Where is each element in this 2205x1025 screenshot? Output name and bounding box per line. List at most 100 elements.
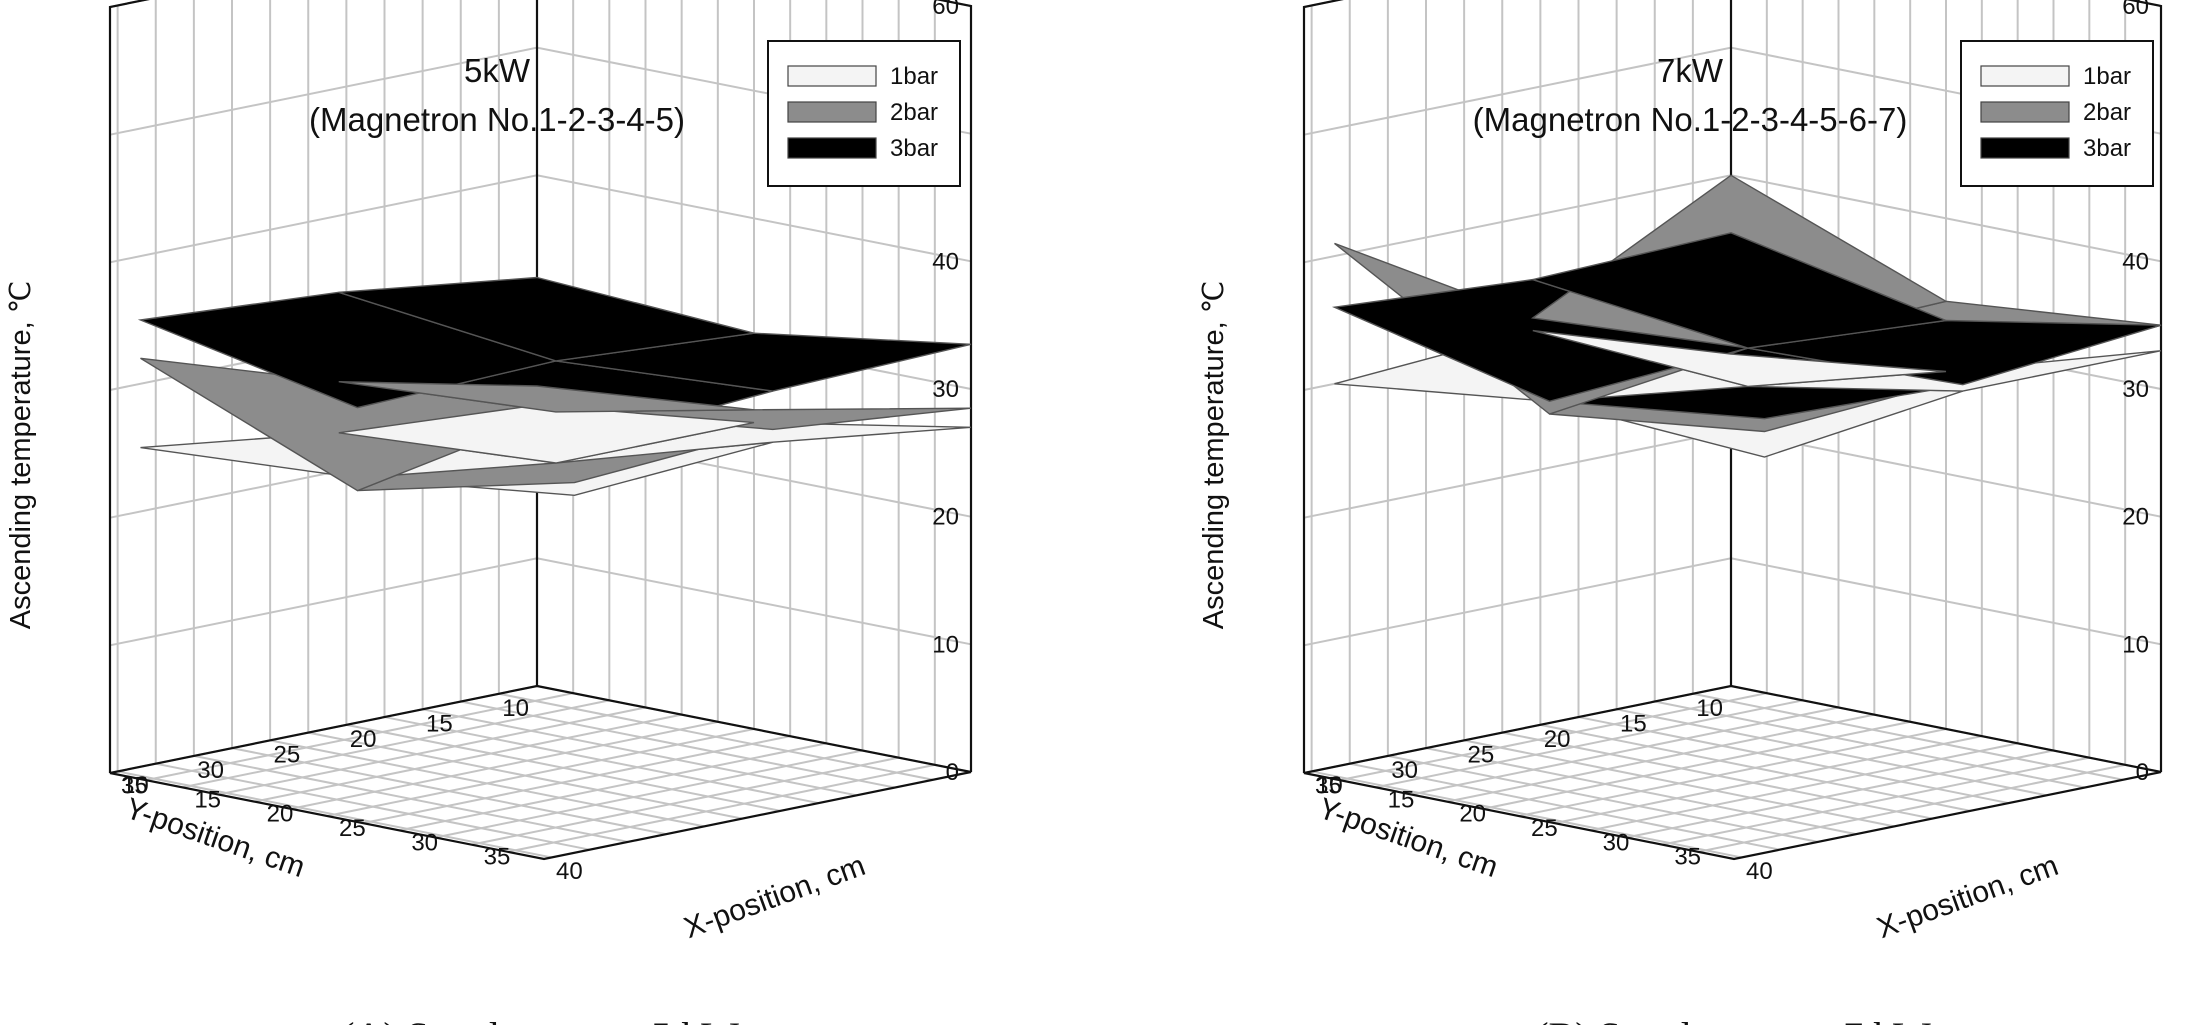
x-tick-label: 35 (484, 844, 511, 871)
x-tick-label: 15 (1388, 786, 1415, 813)
x-floor-gridline (290, 720, 719, 810)
x-axis-label: X-position, cm (1873, 849, 2063, 945)
x-tick-label: 20 (1459, 801, 1486, 828)
y-floor-gridline (1502, 731, 1933, 820)
legend-swatch-3bar (787, 137, 877, 159)
x-floor-gridline (1662, 756, 2090, 846)
x-floor-gridline (218, 706, 646, 796)
x-axis-label: X-position, cm (680, 849, 870, 945)
y-tick-label: 30 (197, 757, 224, 784)
x-floor-gridline (1482, 720, 1911, 810)
z-gridline (109, 0, 972, 8)
legend-swatch-2bar (1980, 101, 2070, 123)
legend: 1bar 2bar 3bar (767, 40, 961, 187)
z-tick-label: 60 (2122, 0, 2149, 20)
legend-swatch-3bar (1980, 137, 2070, 159)
z-tick-label: 60 (932, 0, 959, 20)
z-axis-label: Ascending temperature, ℃ (1198, 281, 1230, 630)
floor-outline (109, 684, 972, 861)
x-floor-gridline (507, 763, 936, 853)
x-floor-gridline (1697, 763, 2126, 853)
z-tick-label: 20 (932, 504, 959, 531)
y-floor-gridline (1349, 762, 1780, 851)
z-gridline (109, 557, 972, 647)
figure-caption: (B) Supply power: 7 kW (1535, 1014, 1931, 1025)
x-floor-gridline (1411, 706, 1839, 796)
legend-label-2bar: 2bar (2083, 99, 2131, 126)
legend-swatch-2bar (787, 101, 877, 123)
x-tick-label: 40 (1746, 858, 1773, 885)
z-gridline (1303, 557, 2162, 647)
z-tick-label: 40 (932, 248, 959, 275)
x-floor-gridline (254, 713, 682, 803)
z-axis-label: Ascending temperature, ℃ (5, 281, 37, 630)
x-tick-label: 15 (194, 786, 221, 813)
x-floor-gridline (182, 699, 610, 789)
y-floor-gridline (498, 692, 934, 781)
z-tick-label: 30 (932, 376, 959, 403)
x-floor-gridline (435, 749, 863, 839)
y-floor-gridline (1578, 716, 2009, 805)
z-tick-label: 0 (946, 759, 959, 786)
z-tick-label: 20 (2122, 504, 2149, 531)
y-tick-label: 35 (1315, 773, 1342, 800)
z-tick-label: 30 (2122, 376, 2149, 403)
x-floor-gridline (1590, 742, 2018, 832)
y-floor-gridline (1654, 700, 2085, 789)
y-floor-gridline (1425, 747, 1857, 836)
y-tick-label: 10 (1696, 695, 1723, 722)
x-tick-label: 25 (1531, 815, 1558, 842)
y-tick-label: 25 (274, 742, 301, 769)
legend-swatch-1bar (787, 65, 877, 87)
x-floor-gridline (1554, 735, 1983, 825)
y-tick-label: 10 (502, 695, 529, 722)
chart-panel-7kw: 010203040506010152025303540101520253035A… (1198, 0, 2163, 1025)
x-floor-gridline (1375, 699, 1803, 789)
tick-labels: 010203040506010152025303540101520253035 (121, 0, 959, 885)
x-tick-label: 30 (1603, 829, 1630, 856)
x-tick-label: 40 (556, 858, 583, 885)
x-floor-gridline (326, 728, 755, 817)
y-floor-gridline (1387, 754, 1819, 843)
y-floor-gridline (422, 708, 857, 797)
y-tick-label: 25 (1468, 742, 1495, 769)
z-gridline (109, 174, 972, 264)
legend-label-1bar: 1bar (890, 63, 938, 90)
surface-marks (1331, 174, 2162, 458)
y-floor-gridline (193, 754, 629, 843)
x-tick-label: 25 (339, 815, 366, 842)
x-floor-gridline (399, 742, 827, 832)
x-tick-label: 20 (267, 801, 294, 828)
y-floor-gridline (346, 723, 781, 812)
z-tick-label: 0 (2136, 759, 2149, 786)
chart-title: 7kW (1657, 52, 1724, 89)
y-tick-label: 20 (1544, 726, 1571, 753)
x-floor-gridline (1447, 713, 1875, 803)
y-tick-label: 15 (1620, 711, 1647, 738)
legend-label-3bar: 3bar (890, 135, 938, 162)
y-floor-gridline (231, 747, 667, 836)
legend-label-3bar: 3bar (2083, 135, 2131, 162)
y-floor-gridline (384, 716, 819, 805)
surface-cell-1bar (338, 404, 755, 464)
surface-cell-1bar (1532, 329, 1947, 388)
x-tick-label: 35 (1674, 844, 1701, 871)
y-tick-label: 15 (426, 711, 453, 738)
y-floor-gridline (308, 731, 743, 820)
chart-subtitle: (Magnetron No.1-2-3-4-5-6-7) (1473, 101, 1908, 138)
legend-label-1bar: 1bar (2083, 63, 2131, 90)
surface-cell-3bar (1530, 232, 1949, 349)
x-floor-gridline (1518, 728, 1947, 817)
surface-cell-3bar (338, 276, 755, 362)
x-tick-label: 30 (411, 829, 438, 856)
surface-marks (137, 276, 972, 497)
y-floor-gridline (1616, 708, 2047, 797)
y-floor-gridline (460, 700, 895, 789)
legend-label-2bar: 2bar (890, 99, 938, 126)
x-floor-gridline (145, 692, 574, 782)
x-tick-label: 10 (122, 772, 149, 799)
wall-outline (1302, 0, 2163, 773)
z-tick-label: 40 (2122, 248, 2149, 275)
x-floor-gridline (362, 735, 791, 825)
